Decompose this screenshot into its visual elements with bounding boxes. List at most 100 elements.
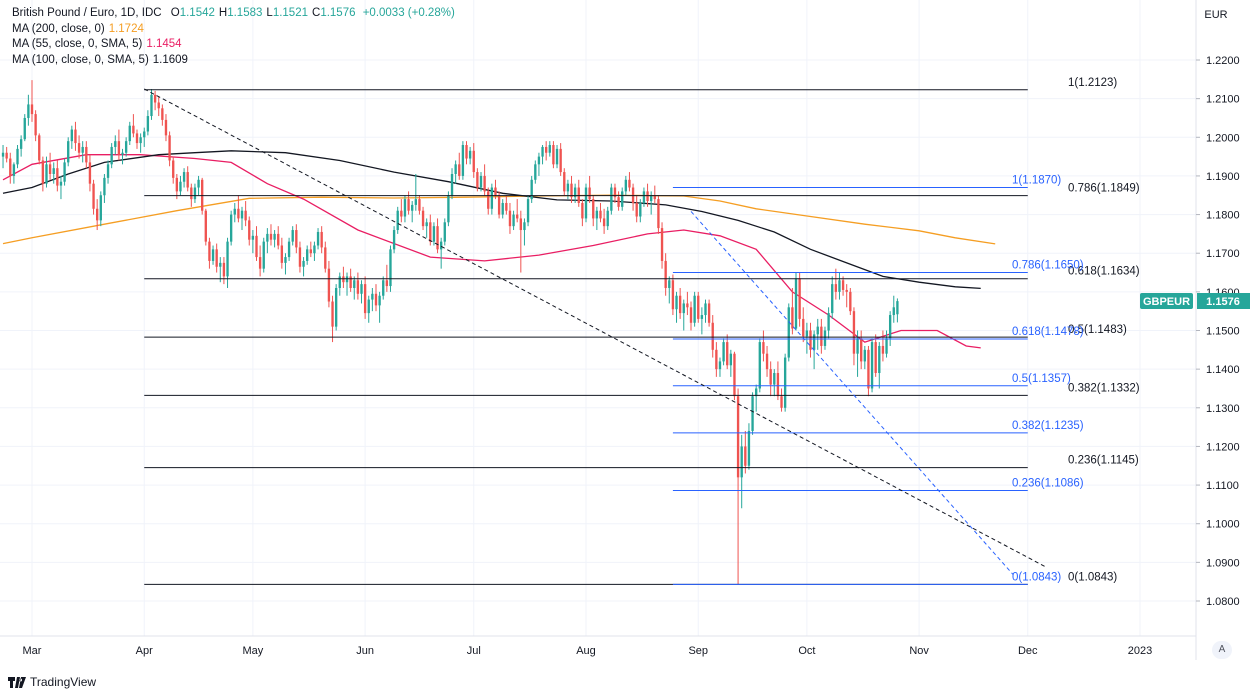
price-tick-label: 1.1700	[1206, 248, 1240, 260]
candle-body	[320, 231, 323, 248]
ma55-label: MA (55, close, 0, SMA, 5)	[12, 38, 143, 50]
fibonacci-levels[interactable]: 1(1.2123) 0.786(1.1849) 0.618(1.1634) 0.5(1…	[144, 77, 1140, 585]
candle	[870, 338, 874, 393]
candle-body	[537, 156, 541, 165]
candle	[88, 154, 92, 192]
candle	[396, 206, 399, 234]
candle-body	[356, 280, 360, 294]
candle-body	[349, 276, 352, 288]
candle-body	[606, 210, 609, 227]
candle	[371, 287, 374, 312]
ma55-row[interactable]: MA (55, close, 0, SMA, 5) 1.1454	[12, 37, 455, 53]
price-tick-label: 1.1200	[1206, 441, 1240, 453]
candle-body	[135, 133, 139, 144]
candle	[208, 237, 211, 269]
candle	[595, 206, 599, 231]
candle-body	[497, 195, 501, 215]
candle-body	[494, 187, 497, 196]
candle-body	[671, 280, 675, 310]
candle-body	[262, 241, 265, 269]
symbol-row[interactable]: British Pound / Euro, 1D, IDC O1.1542 H1.…	[12, 6, 455, 22]
candle-body	[34, 114, 37, 136]
price-tick-label: 1.2000	[1206, 132, 1240, 144]
ma200-row[interactable]: MA (200, close, 0) 1.1724	[12, 22, 455, 38]
ohlc-key-h: H	[218, 7, 228, 19]
candle	[363, 276, 367, 319]
candle-body	[595, 210, 599, 219]
candle-body	[168, 135, 171, 161]
trendlines[interactable]	[144, 88, 1047, 576]
candle-body	[689, 307, 693, 323]
candle-body	[425, 222, 428, 227]
candle-body	[657, 199, 660, 229]
candle-body	[70, 129, 74, 142]
candle-body	[59, 181, 63, 186]
candle-body	[291, 230, 294, 242]
tradingview-logo[interactable]: TradingView	[8, 675, 96, 689]
fib-blue-level-label: 0.618(1.1478)	[1012, 326, 1084, 338]
time-tick-label: Dec	[1018, 645, 1038, 657]
candle	[490, 183, 494, 215]
candle	[5, 146, 8, 163]
candle	[52, 162, 55, 184]
candle	[483, 164, 486, 196]
candle-body	[277, 233, 280, 246]
candle-body	[16, 148, 19, 165]
price-axis[interactable]: 1.22001.21001.20001.19001.18001.17001.16…	[1196, 55, 1240, 608]
candle	[81, 141, 84, 163]
candle-body	[309, 249, 312, 254]
candle	[287, 237, 291, 261]
ohlc-value-o: 1.1542	[179, 7, 215, 19]
candle-body	[635, 202, 638, 217]
candle-body	[831, 284, 834, 314]
candle	[106, 160, 110, 184]
candle	[816, 318, 819, 350]
candle	[229, 210, 233, 246]
candle	[845, 284, 848, 308]
time-axis[interactable]: Mar Apr May Jun Jul Aug Sep Oct Nov Dec 2023	[23, 645, 1153, 657]
candle	[110, 143, 113, 169]
candle	[432, 222, 436, 246]
candle-body	[342, 276, 345, 283]
candle-body	[77, 143, 81, 153]
candle	[117, 129, 121, 161]
last-price-tag: GBPEUR 1.1576	[1140, 293, 1250, 309]
candle-body	[602, 218, 606, 227]
candle-body	[816, 326, 819, 335]
candle	[70, 125, 74, 149]
candle	[19, 135, 23, 157]
fib-black-level-label: 0(1.0843)	[1068, 571, 1117, 583]
candle	[77, 135, 81, 159]
candle-body	[896, 301, 899, 315]
candle-body	[172, 160, 175, 178]
auto-scale-button[interactable]: A	[1212, 641, 1232, 659]
candle	[258, 245, 262, 277]
candle	[27, 94, 30, 126]
price-tick-label: 1.1800	[1206, 210, 1240, 222]
candle-body	[544, 146, 548, 153]
candle-body	[573, 187, 577, 198]
candle	[479, 172, 483, 192]
black-trendline[interactable]	[144, 88, 1047, 568]
candle	[302, 257, 305, 277]
time-tick-label: Mar	[23, 645, 42, 657]
candle-body	[697, 295, 700, 319]
candle-body	[219, 262, 222, 267]
ma100-row[interactable]: MA (100, close, 0, SMA, 5) 1.1609	[12, 53, 455, 69]
candle	[392, 226, 396, 254]
candle-body	[255, 235, 258, 258]
candle-body	[52, 168, 55, 174]
candle-body	[436, 226, 439, 250]
candle	[711, 315, 714, 358]
candle	[472, 143, 475, 178]
candle	[421, 206, 425, 231]
candle	[255, 226, 258, 261]
candle-body	[747, 430, 751, 466]
blue-trendline[interactable]	[690, 211, 1014, 576]
candle-body	[841, 280, 845, 290]
candle	[823, 326, 827, 350]
candle	[461, 141, 465, 180]
price-tick-label: 1.1000	[1206, 519, 1240, 531]
candle-body	[266, 233, 269, 242]
